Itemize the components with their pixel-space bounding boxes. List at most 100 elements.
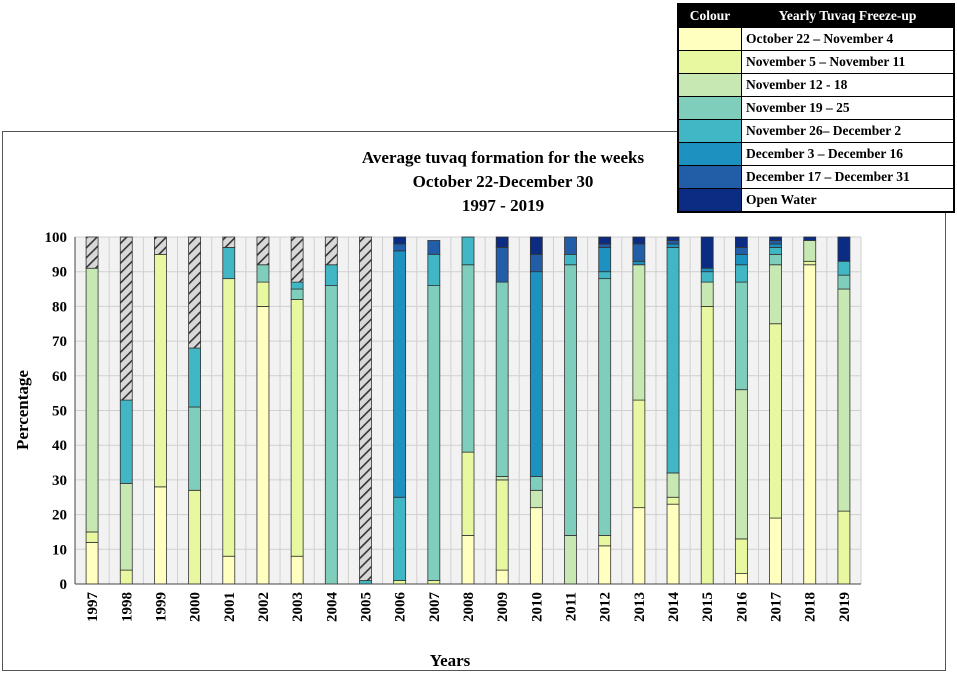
legend-row: December 3 – December 16 xyxy=(678,142,954,166)
bar-segment xyxy=(734,247,748,255)
x-tick-label: 2016 xyxy=(734,592,750,623)
bar-segment xyxy=(427,240,441,255)
bar-segment xyxy=(290,288,304,300)
bar-segment xyxy=(529,507,543,585)
bar-segment xyxy=(290,299,304,557)
bar-segment xyxy=(700,305,714,585)
bar-segment xyxy=(700,267,714,273)
bar-segment xyxy=(461,236,475,266)
bar-segment xyxy=(837,236,851,262)
y-tick-label: 90 xyxy=(52,265,67,281)
bar-segment xyxy=(359,236,372,581)
bar-segment xyxy=(598,535,612,547)
x-tick-label: 2014 xyxy=(666,592,682,623)
bar-segment xyxy=(324,236,338,266)
bar-segment xyxy=(598,545,612,585)
x-tick-label: 2003 xyxy=(290,592,306,622)
bar-segment xyxy=(803,240,817,262)
bar-segment xyxy=(632,507,646,585)
legend-swatch xyxy=(678,119,742,143)
bar-segment xyxy=(734,389,748,540)
x-tick-label: 1999 xyxy=(153,592,169,622)
x-tick-label: 2005 xyxy=(358,592,374,622)
legend-header-colour: Colour xyxy=(678,4,742,28)
bar-segment xyxy=(188,489,202,585)
bar-segment xyxy=(85,541,99,585)
bar-segment xyxy=(598,243,612,248)
axis-layer: 0 10 20 30 40 50 60 70 80 90 100 1997 1998 1999 2000 20… xyxy=(45,230,861,623)
bar-segment xyxy=(803,264,817,585)
y-tick-label: 80 xyxy=(52,299,67,315)
bar-segment xyxy=(495,479,509,571)
bar-segment xyxy=(734,538,748,574)
x-tick-label: 2000 xyxy=(188,592,204,622)
x-tick-label: 2018 xyxy=(803,592,819,622)
bar-segment xyxy=(769,243,782,248)
bar-segment xyxy=(85,267,99,533)
legend-swatch xyxy=(678,50,742,74)
bar-segment xyxy=(598,247,612,273)
bar-segment xyxy=(256,281,270,307)
bar-segment xyxy=(666,240,680,245)
chart-title-line-1: Average tuvaq formation for the weeks xyxy=(362,148,645,167)
bar-segment xyxy=(222,555,236,585)
bar-segment xyxy=(666,496,680,505)
bar-segment xyxy=(393,250,407,498)
bar-segment xyxy=(769,240,782,245)
x-tick-label: 2008 xyxy=(461,592,477,622)
bar-segment xyxy=(85,236,99,269)
x-axis-title: Years xyxy=(430,651,471,670)
bar-segment xyxy=(256,236,270,266)
bar-segment xyxy=(803,260,817,266)
bar-segment xyxy=(769,247,782,255)
bar-segment xyxy=(495,476,509,481)
x-tick-label: 2011 xyxy=(564,592,580,621)
y-tick-label: 0 xyxy=(60,577,68,593)
bar-segment xyxy=(188,347,202,408)
bar-segment xyxy=(393,580,407,585)
bar-segment xyxy=(598,271,612,280)
x-tick-label: 2015 xyxy=(700,592,716,622)
y-axis-title: Percentage xyxy=(13,370,32,450)
bar-segment xyxy=(461,535,475,585)
bar-segment xyxy=(666,503,680,585)
bar-segment xyxy=(734,573,748,585)
legend-row: December 17 – December 31 xyxy=(678,165,954,189)
legend-swatch xyxy=(678,165,742,189)
x-tick-label: 2012 xyxy=(598,592,614,622)
legend-label: November 5 – November 11 xyxy=(741,50,954,74)
x-tick-label: 2017 xyxy=(769,592,785,623)
y-tick-label: 30 xyxy=(52,473,67,489)
bar-segment xyxy=(495,247,509,283)
bar-segment xyxy=(837,288,851,512)
bar-segment xyxy=(427,253,441,286)
bar-segment xyxy=(427,580,441,585)
bar-segment xyxy=(837,510,851,585)
bar-segment xyxy=(495,236,509,248)
legend-swatch xyxy=(678,188,742,212)
bar-segment xyxy=(290,281,304,290)
legend-label: December 17 – December 31 xyxy=(741,165,954,189)
legend-label: December 3 – December 16 xyxy=(741,142,954,166)
bar-segment xyxy=(529,489,543,509)
x-tick-label: 2007 xyxy=(427,592,443,623)
x-tick-label: 2006 xyxy=(393,592,409,623)
bar-segment xyxy=(529,476,543,491)
chart-title-line-2: October 22-December 30 xyxy=(413,172,594,191)
bar-segment xyxy=(837,274,851,290)
bar-segment xyxy=(700,281,714,307)
bar-segment xyxy=(632,264,646,401)
legend-row: Open Water xyxy=(678,188,954,212)
legend-table: Colour Yearly Tuvaq Freeze-up October 22… xyxy=(678,4,954,212)
bar-segment xyxy=(154,486,167,585)
legend-row: November 5 – November 11 xyxy=(678,50,954,74)
bar-segment xyxy=(632,243,646,262)
bar-segment xyxy=(564,253,577,266)
bar-segment xyxy=(256,305,270,585)
legend-label: November 12 - 18 xyxy=(741,73,954,97)
legend-swatch xyxy=(678,96,742,120)
legend-row: November 12 - 18 xyxy=(678,73,954,97)
y-tick-label: 70 xyxy=(52,334,67,350)
bar-segment xyxy=(222,278,236,557)
y-tick-label: 40 xyxy=(52,438,67,454)
